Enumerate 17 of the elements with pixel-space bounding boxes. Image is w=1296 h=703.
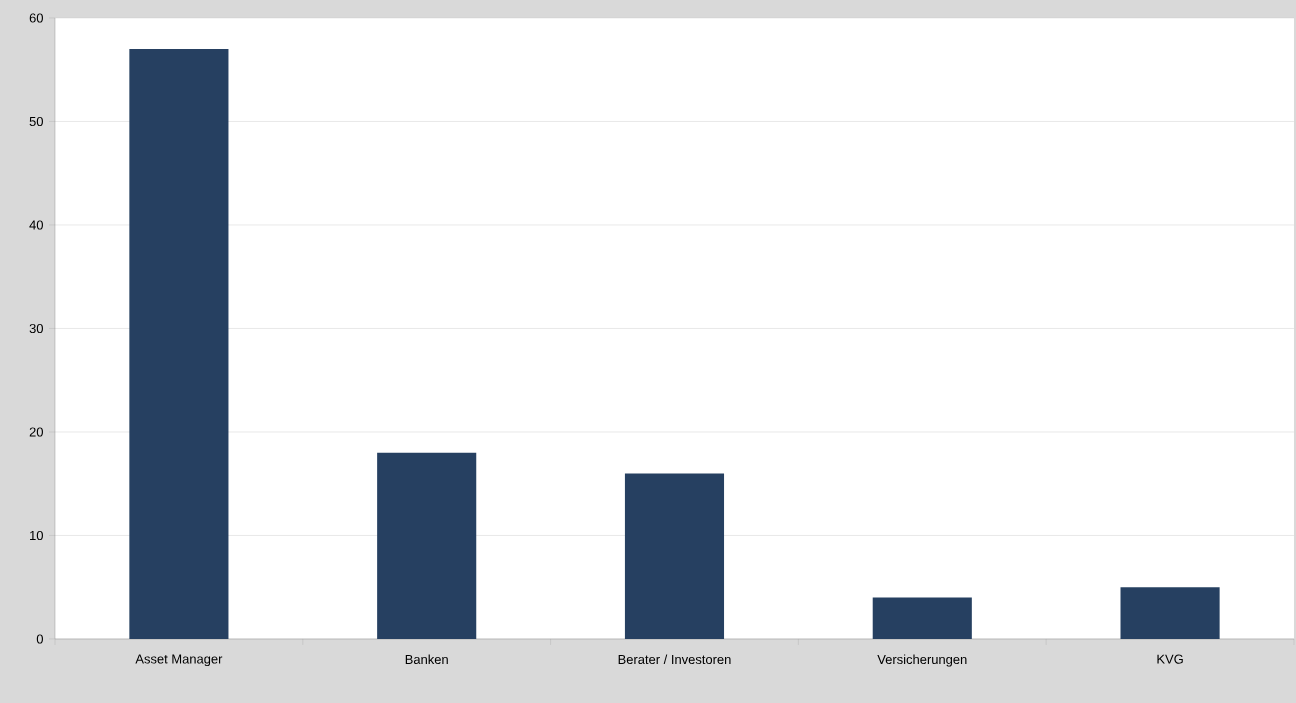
x-tick-label: Berater / Investoren [618,654,731,665]
x-tick-label: Asset Manager [135,654,223,667]
bar [872,597,972,639]
y-tick-label: 10 [30,530,43,541]
y-tick-label: 50 [29,116,43,127]
bar [1120,587,1220,639]
x-tick-label: KVG [1157,654,1183,664]
bar [129,49,229,639]
y-tick-label: 60 [29,13,43,23]
bar [624,473,725,639]
x-tick-label: Banken [405,654,448,665]
y-tick-label: 20 [29,427,43,437]
bar [377,452,477,639]
y-tick-label: 40 [29,220,43,230]
x-tick-label: Versicherungen [877,654,967,667]
y-tick-label: 0 [36,634,43,644]
y-tick-label: 30 [29,323,43,334]
